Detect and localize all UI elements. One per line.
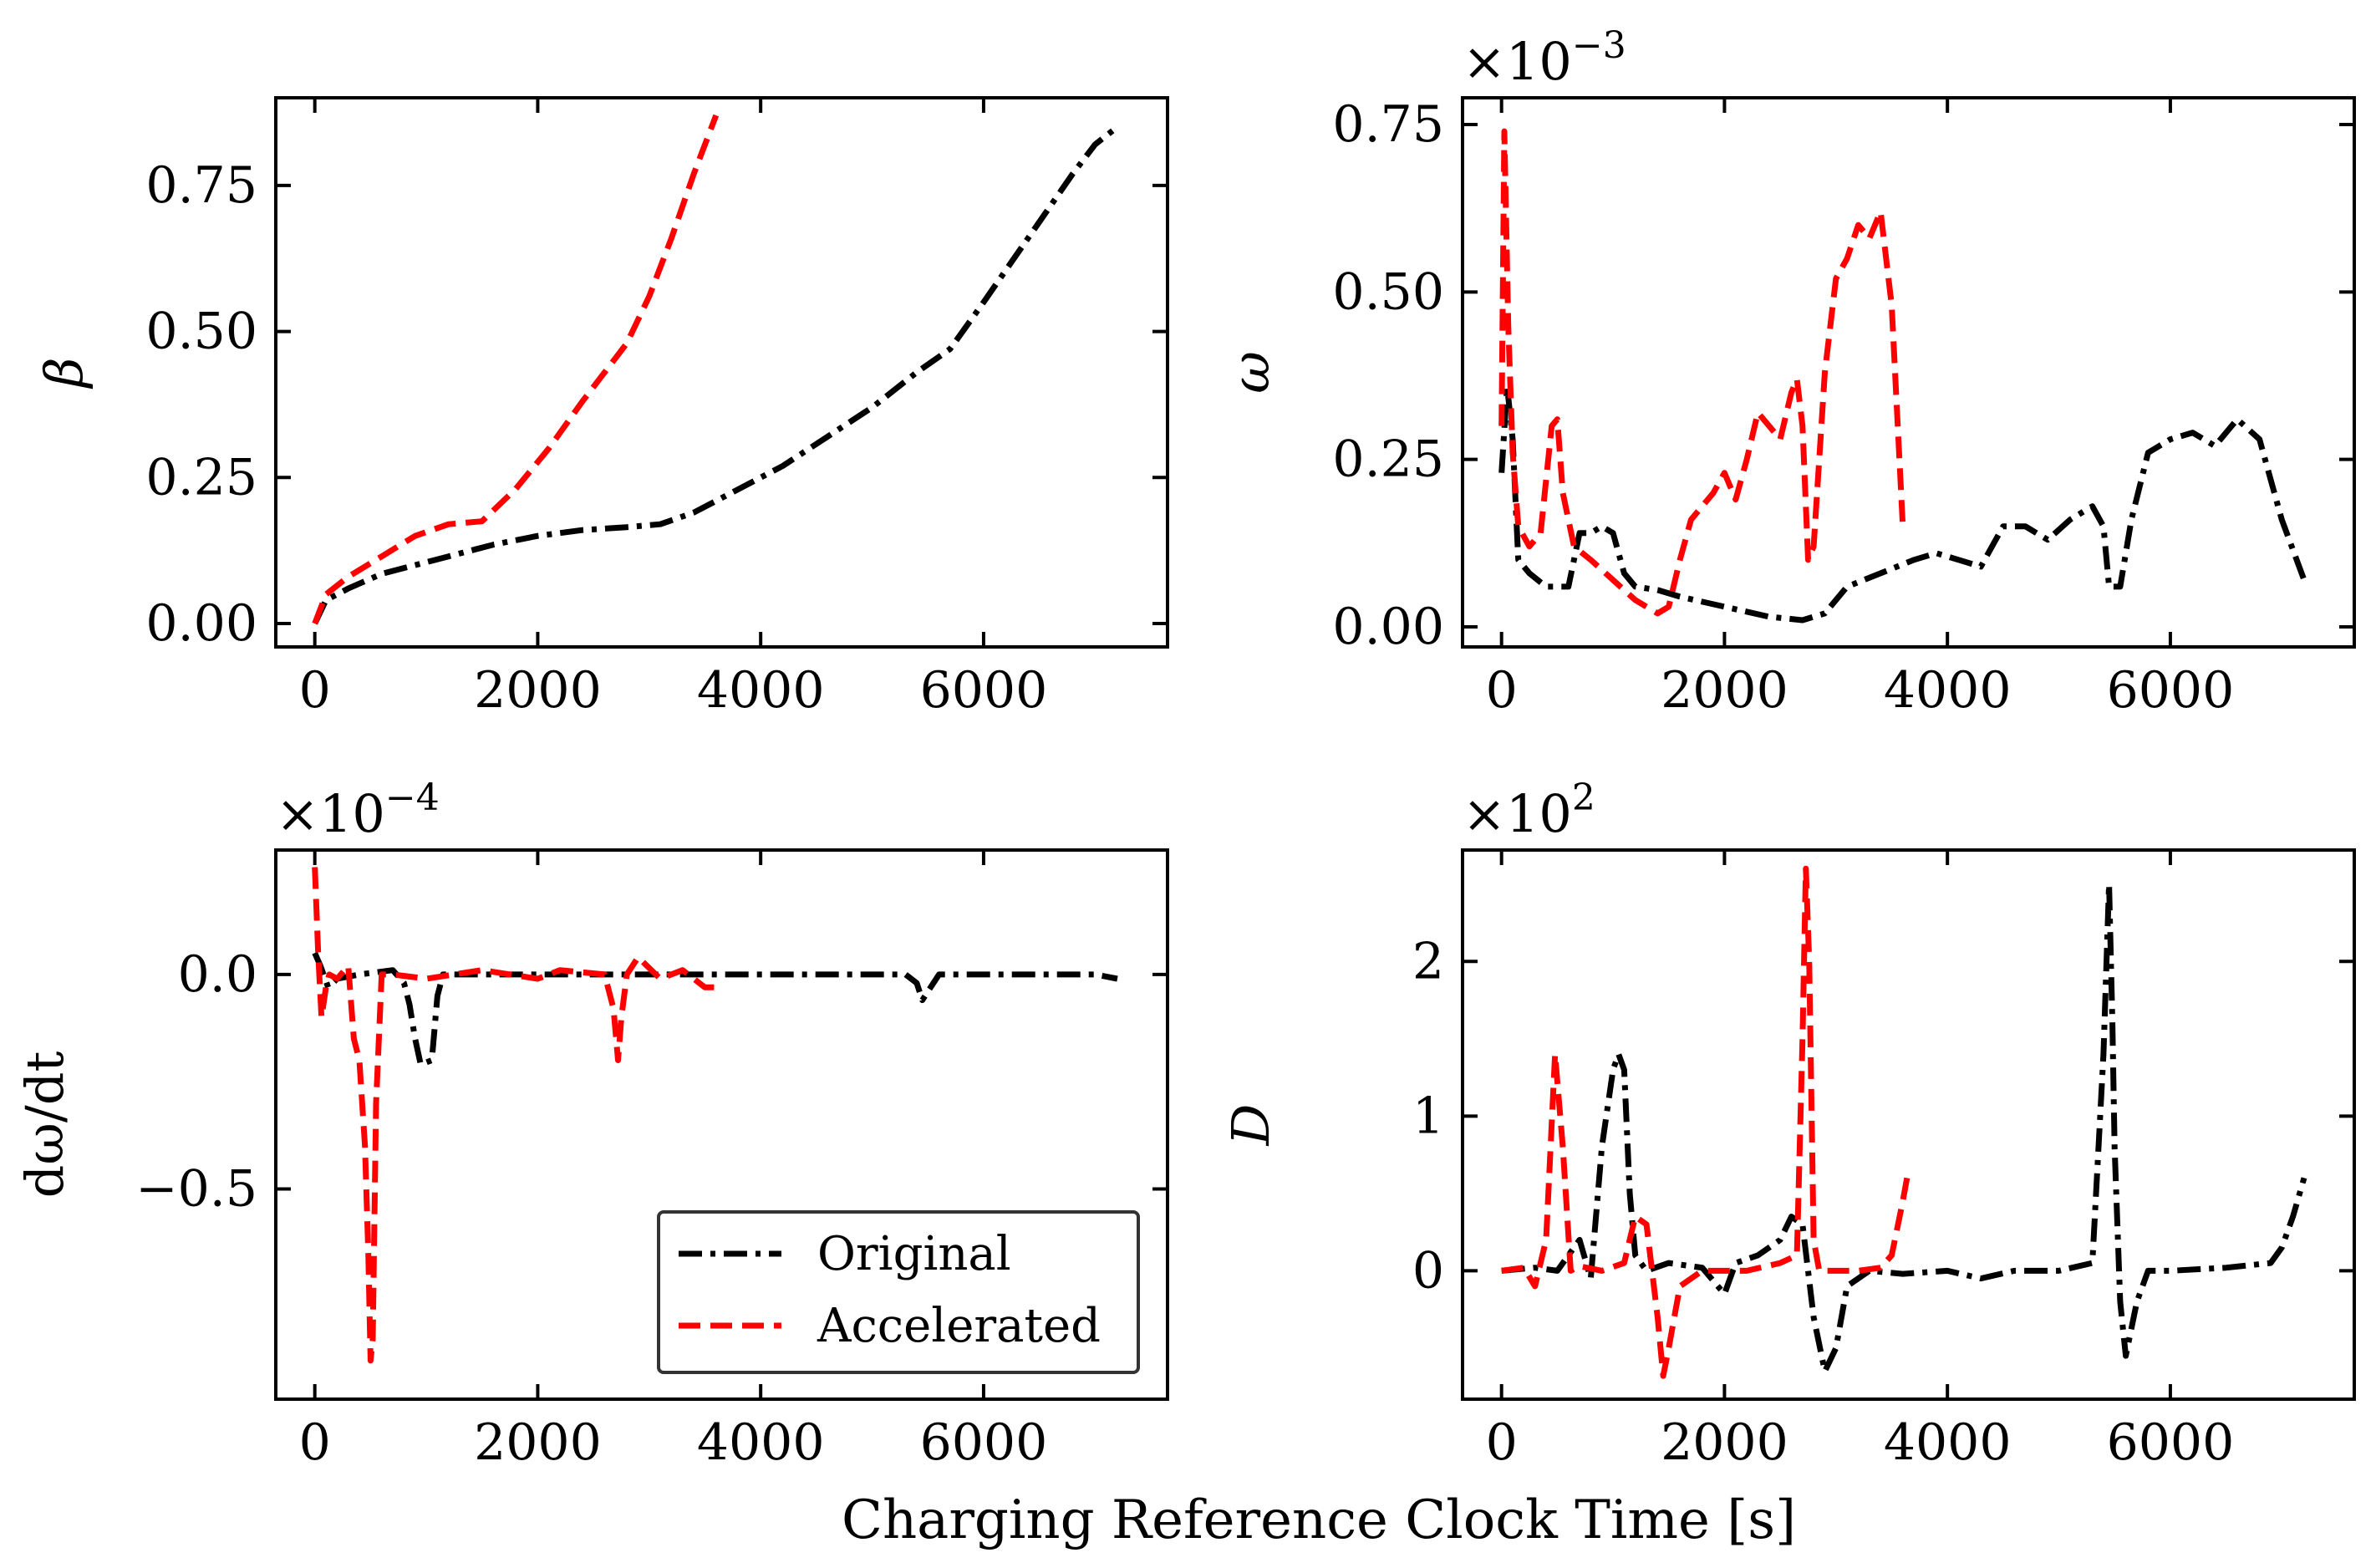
series-beta-original <box>312 125 1120 625</box>
offset-exp-domega: −4 <box>385 776 440 819</box>
xtick-label-domega: 2000 <box>474 1413 602 1472</box>
xtick-label-omega: 2000 <box>1661 661 1788 720</box>
xtick-label-domega: 6000 <box>920 1413 1048 1472</box>
panel-omega: 0 2000 4000 6000 0.00 0.25 0.50 0.75 ω ×10−3 <box>1220 24 2356 720</box>
legend: Original Accelerated <box>657 1210 1140 1374</box>
ytick-label-D: 0 <box>1412 1241 1444 1300</box>
ytick-label-beta: 0.50 <box>145 303 257 361</box>
offset-exp-omega: −3 <box>1572 24 1626 67</box>
ytick-label-D: 1 <box>1412 1087 1444 1145</box>
series-omega-original <box>1498 383 2307 624</box>
axes-frame-D <box>1461 848 2356 1401</box>
ytick-label-omega: 0.25 <box>1332 430 1444 489</box>
xtick-label-D: 2000 <box>1661 1413 1788 1472</box>
axes-frame-omega <box>1461 96 2356 649</box>
ytick-label-omega: 0.50 <box>1332 262 1444 321</box>
panel-domega: 0 2000 4000 6000 0.0 −0.5 dω/dt ×10−4 <box>14 776 1169 1472</box>
xtick-label-D: 6000 <box>2107 1413 2235 1472</box>
xtick-label-beta: 4000 <box>697 661 825 720</box>
xtick-label-D: 0 <box>1486 1413 1518 1472</box>
ylabel-domega: dω/dt <box>14 1051 75 1199</box>
legend-label-original: Original <box>817 1227 1011 1281</box>
ytick-label-omega: 0.00 <box>1332 598 1444 656</box>
ytick-label-beta: 0.75 <box>145 156 257 215</box>
xtick-label-omega: 0 <box>1486 661 1518 720</box>
axes-frame-beta <box>274 96 1169 649</box>
legend-label-accelerated: Accelerated <box>817 1299 1101 1353</box>
ylabel-D: D <box>1220 1104 1281 1147</box>
xtick-label-beta: 6000 <box>920 661 1048 720</box>
ylabel-beta: β <box>33 358 94 389</box>
series-omega-accelerated <box>1498 128 1906 617</box>
offset-base-domega: ×10 <box>276 783 385 844</box>
offset-exp-D: 2 <box>1572 776 1595 819</box>
ytick-label-beta: 0.00 <box>145 594 257 653</box>
figure-xlabel: Charging Reference Clock Time [s] <box>842 1489 1796 1551</box>
offset-base-omega: ×10 <box>1463 31 1572 92</box>
ytick-label-D: 2 <box>1412 932 1444 990</box>
series-beta-accelerated <box>312 114 720 625</box>
ytick-label-beta: 0.25 <box>145 448 257 507</box>
offset-base-D: ×10 <box>1463 783 1572 844</box>
ytick-label-domega: 0.0 <box>178 945 257 1004</box>
series-D-original <box>1501 881 2307 1375</box>
offset-label-domega: ×10−4 <box>276 776 440 844</box>
xtick-label-beta: 2000 <box>474 661 602 720</box>
xtick-label-domega: 0 <box>299 1413 331 1472</box>
series-domega-original <box>312 951 1118 1068</box>
ylabel-omega: ω <box>1220 351 1281 394</box>
series-D-accelerated <box>1501 865 1911 1379</box>
offset-label-omega: ×10−3 <box>1463 24 1626 92</box>
xtick-label-beta: 0 <box>299 661 331 720</box>
xtick-label-domega: 4000 <box>697 1413 825 1472</box>
xtick-label-omega: 6000 <box>2107 661 2235 720</box>
panel-beta: 0 2000 4000 6000 0.00 0.25 0.50 0.75 β <box>33 96 1169 720</box>
xtick-label-omega: 4000 <box>1884 661 2012 720</box>
offset-label-D: ×102 <box>1463 776 1595 844</box>
series-domega-accelerated <box>312 867 716 1364</box>
ytick-label-omega: 0.75 <box>1332 95 1444 154</box>
xtick-label-D: 4000 <box>1884 1413 2012 1472</box>
axes-frame-domega <box>274 848 1169 1401</box>
ytick-label-domega: −0.5 <box>135 1159 257 1218</box>
